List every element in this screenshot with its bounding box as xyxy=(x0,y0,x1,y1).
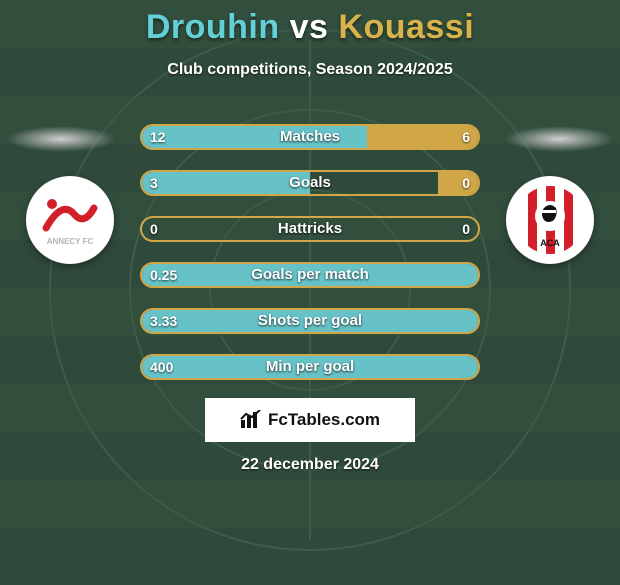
stat-row-3: Goals per match0.25 xyxy=(140,262,480,288)
stat-label: Hattricks xyxy=(142,218,478,240)
date-text: 22 december 2024 xyxy=(0,456,620,474)
stat-label: Min per goal xyxy=(142,356,478,378)
title-vs: vs xyxy=(290,8,329,46)
stat-row-4: Shots per goal3.33 xyxy=(140,308,480,334)
stat-value-left: 3.33 xyxy=(150,310,177,332)
stat-row-1: Goals3 0 xyxy=(140,170,480,196)
stat-label: Goals per match xyxy=(142,264,478,286)
ajaccio-text: ACA xyxy=(540,238,560,248)
brand-box: FcTables.com xyxy=(205,398,415,442)
stat-row-0: Matches12 6 xyxy=(140,124,480,150)
annecy-text: ANNECY FC xyxy=(47,237,94,246)
page-title: Drouhin vs Kouassi xyxy=(0,0,620,47)
stat-bars: Matches126Goals30Hattricks00Goals per ma… xyxy=(140,124,480,400)
content: Drouhin vs Kouassi Club competitions, Se… xyxy=(0,0,620,580)
stat-value-left: 3 xyxy=(150,172,158,194)
team-left-badge: ANNECY FC xyxy=(26,176,114,264)
ajaccio-logo: ACA xyxy=(514,184,586,256)
stat-value-right: 0 xyxy=(462,218,470,240)
team-left-shadow xyxy=(6,126,116,152)
annecy-logo: ANNECY FC xyxy=(34,184,106,256)
stat-label: Shots per goal xyxy=(142,310,478,332)
stat-value-left: 400 xyxy=(150,356,173,378)
brand-text: FcTables.com xyxy=(268,410,380,430)
stat-value-right: 6 xyxy=(462,126,470,148)
stat-value-left: 0.25 xyxy=(150,264,177,286)
title-player1: Drouhin xyxy=(146,8,280,46)
stat-value-left: 0 xyxy=(150,218,158,240)
subtitle: Club competitions, Season 2024/2025 xyxy=(0,61,620,79)
team-right-shadow xyxy=(504,126,614,152)
team-right-badge: ACA xyxy=(506,176,594,264)
stat-row-5: Min per goal400 xyxy=(140,354,480,380)
stat-value-right: 0 xyxy=(462,172,470,194)
chart-icon xyxy=(240,410,262,431)
stat-label: Goals xyxy=(142,172,478,194)
stat-value-left: 12 xyxy=(150,126,166,148)
stat-label: Matches xyxy=(142,126,478,148)
stat-row-2: Hattricks0 0 xyxy=(140,216,480,242)
title-player2: Kouassi xyxy=(338,8,474,46)
